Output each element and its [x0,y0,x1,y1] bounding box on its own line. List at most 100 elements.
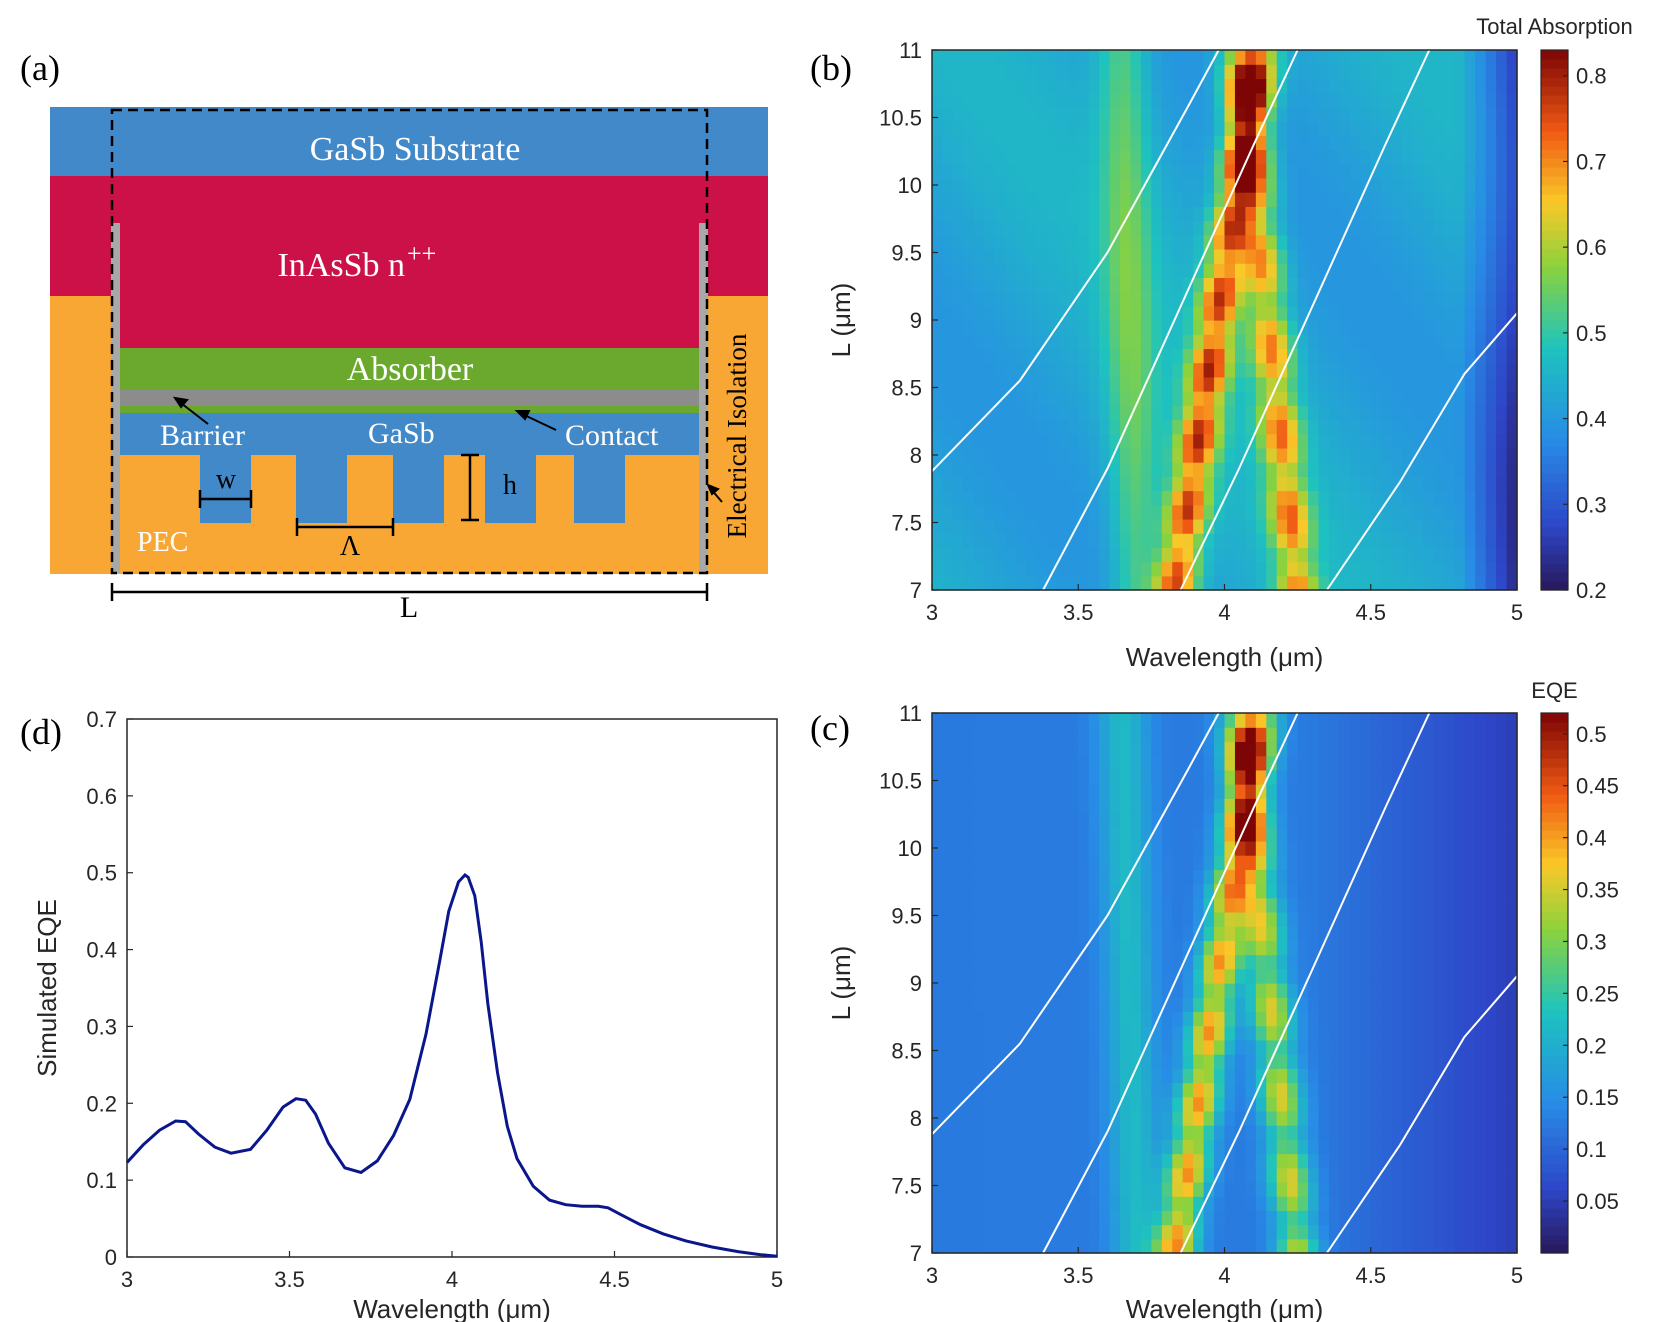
heatmap-cell [1412,490,1424,506]
colorbar-segment [1541,185,1568,195]
heatmap-cell [1506,713,1518,728]
heatmap-cell [1193,348,1205,364]
heatmap-cell [1078,897,1090,913]
heatmap-cell [1485,1082,1497,1098]
heatmap-cell [932,149,944,165]
heatmap-cell [1339,1011,1351,1027]
heatmap-cell [1308,826,1320,842]
heatmap-cell [1005,1068,1017,1084]
heatmap-cell [1349,462,1361,477]
heatmap-cell [952,121,964,136]
heatmap-cell [1099,1153,1111,1169]
heatmap-cell [1140,291,1152,307]
heatmap-cell [1454,869,1466,885]
heatmap-cell [994,163,1006,179]
heatmap-cell [1485,163,1497,179]
heatmap-cell [1172,727,1184,743]
heatmap-cell [1266,1011,1278,1027]
heatmap-cell [1130,149,1142,165]
heatmap-cell [1151,518,1163,534]
heatmap-cell [1308,812,1320,828]
heatmap-cell [1308,263,1320,278]
heatmap-cell [1464,855,1476,870]
heatmap-cell [973,997,985,1013]
heatmap-cell [1266,575,1278,591]
heatmap-cell [1318,1196,1330,1211]
heatmap-cell [1433,1068,1445,1084]
heatmap-cell [1318,1181,1330,1197]
heatmap-cell [1360,769,1372,785]
heatmap-cell [1109,518,1121,534]
heatmap-cell [1402,713,1414,728]
heatmap-cell [1339,277,1351,293]
axes-b: 3 3.5 4 4.5 577.588.599.51010.511Wavelength … [826,38,1523,672]
heatmap-cell [1130,334,1142,350]
heatmap-cell [1266,1167,1278,1183]
heatmap-cell [1046,997,1058,1013]
heatmap-cell [1057,334,1069,350]
heatmap-cell [973,727,985,743]
heatmap-cell [1078,1110,1090,1126]
heatmap-cell [1224,163,1236,179]
heatmap-cell [1057,1196,1069,1211]
heatmap-cell [963,547,975,563]
heatmap-cell [1297,533,1309,548]
heatmap-cell [1245,405,1257,421]
heatmap-cell [1506,769,1518,785]
heatmap-cell [1328,713,1341,728]
heatmap-cell [1161,1238,1173,1254]
heatmap-cell [1506,883,1518,899]
heatmap-cell [1506,206,1518,222]
heatmap-cell [1234,1110,1246,1126]
heatmap-cell [932,121,944,136]
heatmap-cell [1381,713,1393,728]
heatmap-cell [1297,1039,1309,1055]
heatmap-cell [1224,433,1236,449]
heatmap-cell [1412,983,1424,998]
heatmap-cell [1412,547,1424,563]
heatmap-cell [1203,1224,1215,1240]
heatmap-cell [994,713,1006,728]
heatmap-cell [1433,741,1445,757]
x-tick-label: 4 [446,1267,458,1292]
heatmap-cell [1475,163,1487,179]
heatmap-cell [1078,248,1090,264]
heatmap-cell [1140,206,1152,222]
heatmap-cell [1234,447,1246,463]
grating-tooth [393,455,444,523]
heatmap-cell [1412,869,1424,885]
heatmap-cell [1088,518,1100,534]
heatmap-cell [1026,291,1038,307]
heatmap-cell [994,305,1006,321]
heatmap-cell [1255,263,1267,278]
heatmap-cell [1203,983,1215,998]
heatmap-cell [1015,476,1027,492]
heatmap-cell [1140,163,1152,179]
heatmap-cell [1370,1039,1382,1055]
heatmap-cell [984,263,996,278]
heatmap-cell [984,755,996,771]
heatmap-cell [1099,940,1111,956]
heatmap-cell [932,897,944,913]
heatmap-cell [1287,547,1299,563]
heatmap-cell [1203,163,1215,179]
heatmap-cell [1130,291,1142,307]
heatmap-cell [1130,1110,1142,1126]
heatmap-cell [942,855,954,870]
heatmap-cell [1203,50,1215,65]
heatmap-cell [963,163,975,179]
heatmap-cell [1297,869,1309,885]
heatmap-cell [1349,575,1361,591]
heatmap-cell [1140,405,1152,421]
heatmap-cell [1287,334,1299,350]
heatmap-cell [1182,1054,1194,1069]
heatmap-cell [1224,447,1236,463]
heatmap-cell [1391,840,1403,856]
heatmap-cell [1475,1082,1487,1098]
heatmap-cell [1328,177,1341,193]
heatmap-cell [1349,1238,1361,1254]
colorbar-segment [1541,713,1568,723]
heatmap-cell [1308,1110,1320,1126]
heatmap-cell [1151,547,1163,563]
heatmap-cell [1412,206,1424,222]
